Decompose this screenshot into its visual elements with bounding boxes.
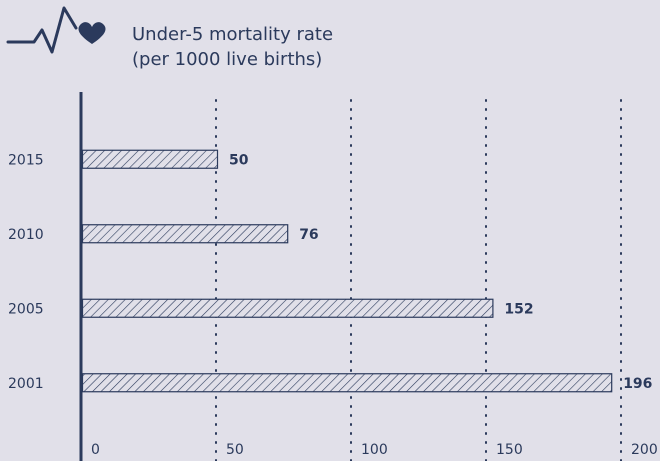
value-label: 196 bbox=[623, 376, 652, 392]
y-tick-label: 2010 bbox=[8, 227, 44, 243]
chart-title: Under-5 mortality rate bbox=[132, 24, 333, 45]
icon bbox=[6, 6, 106, 54]
y-tick-label: 2015 bbox=[8, 152, 44, 168]
chart-subtitle: (per 1000 live births) bbox=[132, 49, 322, 70]
x-tick-label: 0 bbox=[91, 442, 100, 458]
x-tick-label: 50 bbox=[226, 442, 244, 458]
value-label: 76 bbox=[299, 227, 318, 243]
y-tick-label: 2005 bbox=[8, 301, 44, 317]
heart bbox=[78, 22, 106, 44]
x-tick-label: 100 bbox=[361, 442, 388, 458]
bar bbox=[81, 149, 219, 169]
bar bbox=[81, 298, 494, 318]
value-label: 50 bbox=[229, 152, 249, 168]
x-tick-label: 150 bbox=[496, 442, 523, 458]
bar bbox=[81, 224, 289, 244]
x-tick-label: 200 bbox=[631, 442, 658, 458]
heartbeat-line bbox=[6, 6, 78, 54]
bar bbox=[81, 373, 613, 393]
value-label: 152 bbox=[504, 301, 533, 317]
y-tick-label: 2001 bbox=[8, 376, 44, 392]
